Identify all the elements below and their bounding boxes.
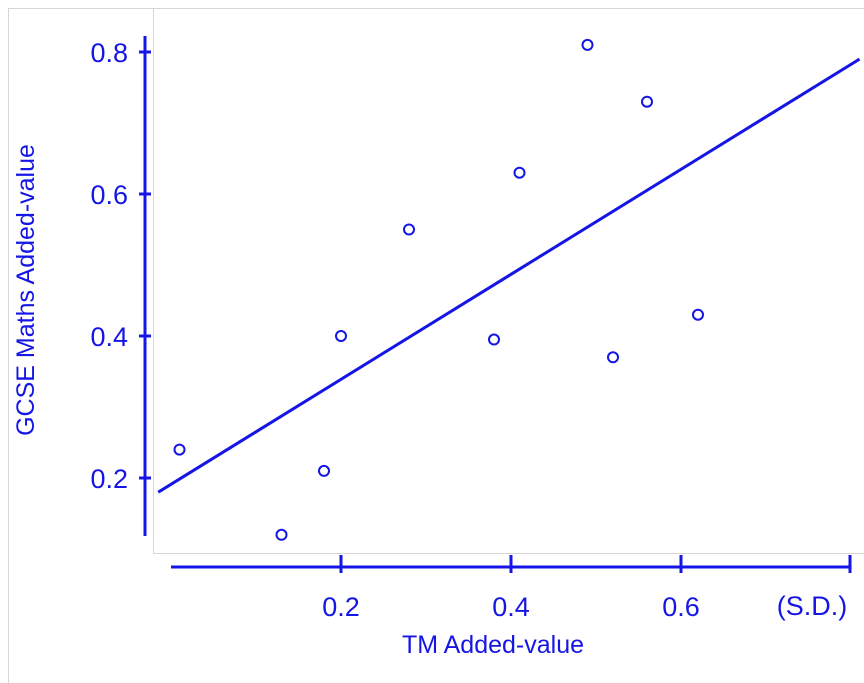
y-tick-label: 0.8	[90, 38, 128, 68]
y-tick-label: 0.4	[90, 322, 128, 352]
x-axis-unit-label: (S.D.)	[777, 591, 848, 621]
y-axis-ticks: 0.2 0.4 0.6 0.8	[90, 38, 151, 494]
x-tick-label: 0.6	[662, 592, 700, 622]
x-tick-label: 0.2	[322, 592, 360, 622]
data-point	[403, 223, 415, 236]
data-point	[275, 528, 288, 541]
x-axis-title: TM Added-value	[402, 631, 584, 659]
data-points	[173, 38, 704, 541]
data-point	[607, 351, 619, 364]
data-point	[173, 443, 186, 456]
data-point	[641, 95, 653, 108]
y-axis-title: GCSE Maths Added-value	[12, 144, 40, 436]
y-tick-label: 0.2	[90, 464, 128, 494]
chart-outer-frame	[8, 8, 864, 683]
x-tick-label: 0.4	[492, 592, 530, 622]
data-point	[335, 330, 347, 342]
data-point	[581, 38, 594, 51]
data-point	[692, 308, 704, 321]
plot-area-frame	[153, 9, 864, 554]
data-point	[513, 166, 526, 179]
x-axis-ticks: 0.2 0.4 0.6	[322, 555, 852, 622]
regression-line	[157, 57, 861, 494]
data-point	[318, 464, 330, 477]
y-tick-label: 0.6	[90, 180, 128, 210]
data-point	[488, 333, 500, 346]
